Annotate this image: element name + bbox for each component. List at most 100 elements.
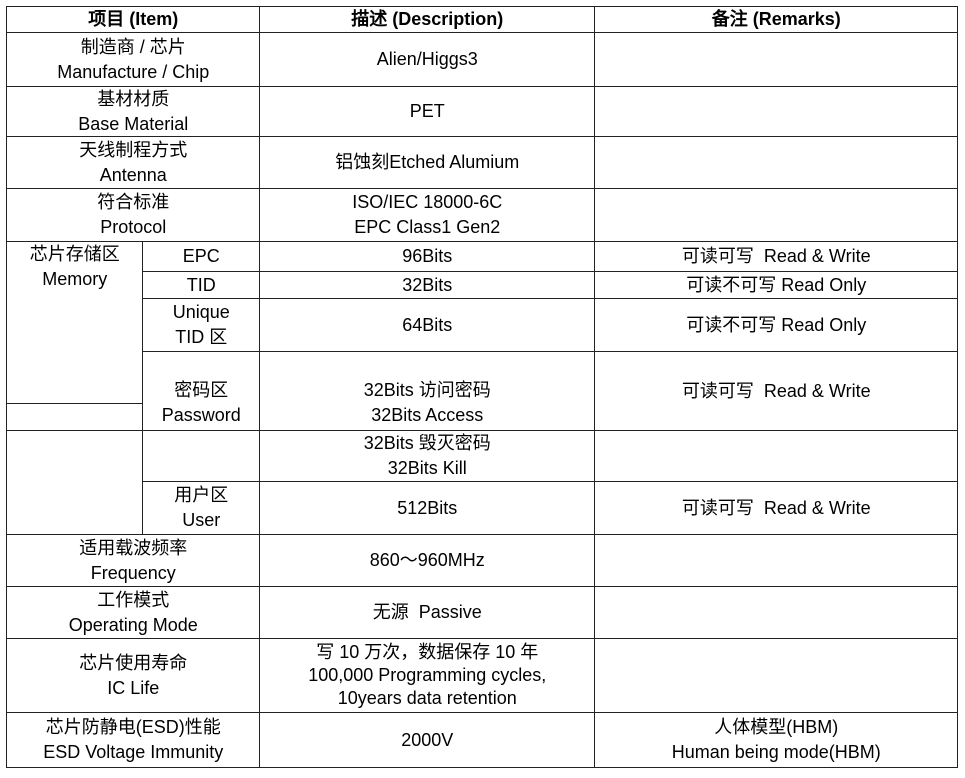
cell-item-memory: 芯片存储区 Memory <box>6 241 144 405</box>
cell-unique-desc: 64Bits <box>259 298 596 353</box>
label: 密码区 <box>174 380 229 401</box>
item-cn: 制造商 / 芯片 <box>80 36 186 57</box>
cell-tid-remark: 可读不可写 Read Only <box>594 271 959 300</box>
cell-item-mode: 工作模式 Operating Mode <box>6 586 261 640</box>
item-cn: 符合标准 <box>97 192 170 213</box>
cell-desc-life: 写 10 万次，数据保存 10 年 100,000 Programming cyc… <box>259 638 596 714</box>
desc: 512Bits <box>397 497 458 518</box>
header-text: 项目 (Item) <box>88 9 179 30</box>
item-cn: 基材材质 <box>97 88 170 109</box>
cell-kill-label <box>142 430 261 483</box>
remark: Human being mode(HBM) <box>671 742 881 763</box>
label: 用户区 <box>174 485 229 506</box>
cell-desc-antenna: 铝蚀刻Etched Alumium <box>259 136 596 190</box>
desc: 2000V <box>401 729 454 750</box>
cell-desc-base: PET <box>259 86 596 138</box>
cell-remark-chip <box>594 32 959 88</box>
item-en: Antenna <box>99 164 167 185</box>
cell-item-base: 基材材质 Base Material <box>6 86 261 138</box>
header-item: 项目 (Item) <box>6 6 261 34</box>
desc: 写 10 万次，数据保存 10 年 <box>316 642 539 663</box>
cell-unique-label: Unique TID 区 <box>142 298 261 353</box>
desc: 100,000 Programming cycles, <box>308 665 547 686</box>
desc: 32Bits 访问密码 <box>363 380 491 401</box>
item-cn: 芯片防静电(ESD)性能 <box>45 717 221 738</box>
header-text: 描述 (Description) <box>351 9 504 30</box>
remark: 可读不可写 Read Only <box>686 314 867 335</box>
desc: 32Bits 毁灭密码 <box>363 433 491 454</box>
header-remarks: 备注 (Remarks) <box>594 6 959 34</box>
cell-desc-protocol: ISO/IEC 18000-6C EPC Class1 Gen2 <box>259 188 596 243</box>
item-cn: 天线制程方式 <box>79 139 188 160</box>
cell-desc-esd: 2000V <box>259 712 596 769</box>
remark: 可读可写 Read & Write <box>681 380 871 401</box>
cell-password-label: 密码区 Password <box>142 351 261 432</box>
cell-remark-antenna <box>594 136 959 190</box>
cell-remark-base <box>594 86 959 138</box>
item-en: Manufacture / Chip <box>57 61 210 82</box>
cell-user-desc: 512Bits <box>259 481 596 536</box>
desc: Alien/Higgs3 <box>376 49 478 70</box>
header-text: 备注 (Remarks) <box>711 9 841 30</box>
cell-desc-chip: Alien/Higgs3 <box>259 32 596 88</box>
cell-kill-remark <box>594 430 959 483</box>
desc: 860～960MHz <box>369 550 485 571</box>
item-en: Frequency <box>90 562 176 583</box>
cell-kill-desc: 32Bits 毁灭密码 32Bits Kill <box>259 430 596 483</box>
item-en: Memory <box>42 269 108 290</box>
label: EPC <box>182 246 220 267</box>
desc: EPC Class1 Gen2 <box>354 217 501 238</box>
cell-password-desc: 32Bits 访问密码 32Bits Access <box>259 351 596 432</box>
cell-user-label: 用户区 User <box>142 481 261 536</box>
remark: 可读可写 Read & Write <box>681 497 871 518</box>
cell-desc-frequency: 860～960MHz <box>259 534 596 588</box>
cell-password-remark: 可读可写 Read & Write <box>594 351 959 432</box>
cell-memory-blank <box>6 430 144 536</box>
cell-epc-label: EPC <box>142 241 261 273</box>
desc: 96Bits <box>402 246 453 267</box>
cell-epc-desc: 96Bits <box>259 241 596 273</box>
cell-tid-desc: 32Bits <box>259 271 596 300</box>
item-en: ESD Voltage Immunity <box>43 742 224 763</box>
desc: 10years data retention <box>337 688 517 709</box>
item-cn: 适用载波频率 <box>79 537 188 558</box>
cell-item-antenna: 天线制程方式 Antenna <box>6 136 261 190</box>
desc: ISO/IEC 18000-6C <box>352 192 503 213</box>
desc: 无源 Passive <box>372 602 482 623</box>
item-en: Protocol <box>100 217 167 238</box>
remark: 可读可写 Read & Write <box>681 246 871 267</box>
label: TID <box>186 274 216 295</box>
cell-item-chip: 制造商 / 芯片 Manufacture / Chip <box>6 32 261 88</box>
item-en: Base Material <box>78 113 189 134</box>
cell-item-esd: 芯片防静电(ESD)性能 ESD Voltage Immunity <box>6 712 261 769</box>
desc: 32Bits Access <box>371 405 484 426</box>
header-description: 描述 (Description) <box>259 6 596 34</box>
cell-remark-life <box>594 638 959 714</box>
label: User <box>182 510 221 531</box>
cell-item-frequency: 适用载波频率 Frequency <box>6 534 261 588</box>
cell-desc-mode: 无源 Passive <box>259 586 596 640</box>
remark: 人体模型(HBM) <box>714 717 839 738</box>
cell-epc-remark: 可读可写 Read & Write <box>594 241 959 273</box>
cell-memory-blank <box>6 403 144 432</box>
cell-remark-frequency <box>594 534 959 588</box>
item-en: IC Life <box>107 677 160 698</box>
item-cn: 芯片存储区 <box>29 244 120 265</box>
label: Unique <box>172 302 230 323</box>
cell-remark-mode <box>594 586 959 640</box>
cell-item-protocol: 符合标准 Protocol <box>6 188 261 243</box>
cell-user-remark: 可读可写 Read & Write <box>594 481 959 536</box>
label: TID 区 <box>175 327 228 348</box>
desc: PET <box>409 101 445 122</box>
item-cn: 工作模式 <box>97 589 170 610</box>
cell-unique-remark: 可读不可写 Read Only <box>594 298 959 353</box>
desc: 铝蚀刻Etched Alumium <box>335 152 520 173</box>
remark: 可读不可写 Read Only <box>686 274 867 295</box>
cell-item-life: 芯片使用寿命 IC Life <box>6 638 261 714</box>
item-cn: 芯片使用寿命 <box>79 652 188 673</box>
desc: 32Bits Kill <box>387 458 467 479</box>
desc: 64Bits <box>402 314 453 335</box>
desc: 32Bits <box>402 274 453 295</box>
cell-remark-protocol <box>594 188 959 243</box>
cell-tid-label: TID <box>142 271 261 300</box>
